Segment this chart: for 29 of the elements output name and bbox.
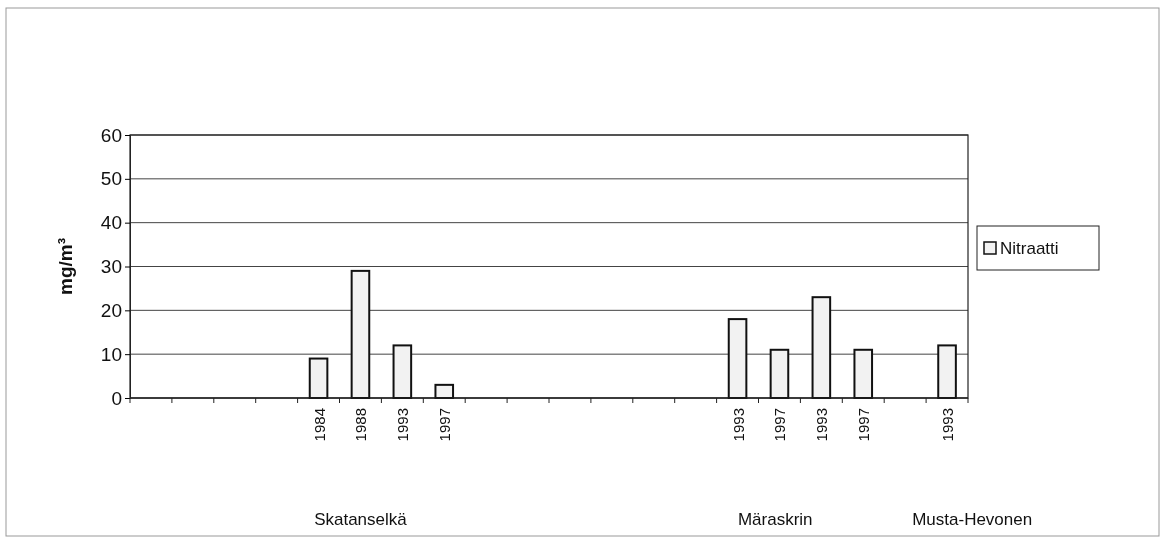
x-tick-label: 1993 — [813, 408, 831, 442]
x-tick-label: 1984 — [310, 408, 328, 442]
x-tick-label: 1988 — [352, 408, 370, 442]
y-tick-label: 10 — [100, 343, 122, 365]
x-tick-label: 1993 — [939, 408, 957, 442]
bar — [727, 318, 748, 399]
y-tick-label: 40 — [100, 212, 122, 234]
y-tick-label: 60 — [100, 124, 122, 146]
text: Märaskrin — [737, 510, 813, 529]
y-tick-label: 50 — [100, 168, 122, 190]
bar — [853, 348, 874, 399]
y-tick-label: 30 — [100, 256, 122, 278]
x-tick-label: 1993 — [394, 408, 412, 442]
y-axis-title: mg/m³ — [55, 238, 76, 295]
x-tick-label: 1997 — [855, 408, 873, 442]
x-tick-label: 1997 — [771, 408, 789, 442]
text: Musta-Hevonen — [912, 510, 1033, 529]
y-tick-label: 20 — [100, 299, 122, 321]
x-tick-label: 1993 — [729, 408, 747, 442]
legend-label: Nitraatti — [1000, 239, 1059, 258]
bar — [308, 357, 329, 399]
x-tick-label: 1997 — [436, 408, 454, 442]
bar — [392, 344, 413, 399]
text: Skatanselkä — [314, 510, 408, 529]
y-tick-label: 0 — [111, 387, 122, 409]
bar — [769, 348, 790, 399]
bar — [350, 269, 371, 399]
bar — [937, 344, 957, 399]
bar — [811, 296, 832, 399]
